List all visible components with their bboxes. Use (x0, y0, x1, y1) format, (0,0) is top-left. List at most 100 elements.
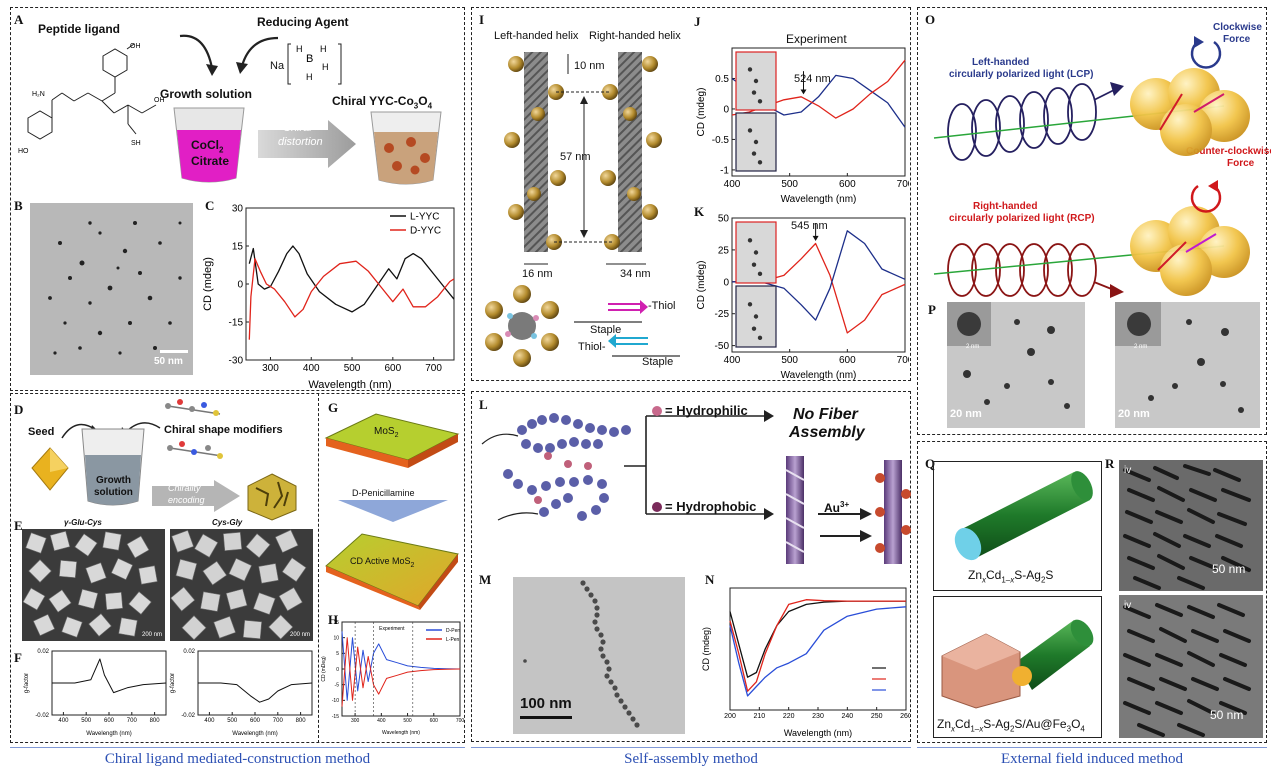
x-tick-label: 700 (127, 718, 138, 724)
inset-scale-p-left: 2 nm (966, 344, 980, 350)
y-tick-label: -0.5 (712, 135, 730, 146)
assembly-label: Assembly (789, 424, 865, 441)
seed-octahedron (31, 447, 69, 491)
inset-particle (757, 271, 763, 277)
scale-label-r-bottom: 50 nm (1210, 708, 1244, 722)
y-tick-label: -5 (335, 682, 340, 688)
panel-label-n: N (705, 572, 715, 587)
x-tick-label: 300 (262, 363, 279, 374)
legend-label: L-YYC (410, 212, 439, 223)
y-axis-label: CD (mDeg) (321, 656, 327, 682)
series-line-2 (248, 258, 455, 340)
growth-beaker-d (81, 428, 145, 506)
peak-label-k: 545 nm (791, 220, 828, 232)
experiment-label-h: Experiment (379, 626, 405, 632)
box-abc (10, 7, 465, 391)
distortion-arrow (258, 120, 356, 168)
panel-label-b: B (14, 198, 23, 213)
x-tick-label: 600 (839, 355, 856, 366)
y-tick-label: 50 (718, 214, 730, 225)
panel-label-e: E (14, 518, 23, 533)
x-axis-label: Wavelength (nm) (308, 379, 391, 390)
x-tick-label: 220 (783, 713, 795, 720)
rcp-label-1: Right-handed (973, 201, 1038, 212)
g-arrow (338, 500, 448, 522)
chirality-label: Chirality (168, 483, 201, 493)
inset-particle (753, 314, 759, 319)
x-tick-label: 700 (456, 718, 464, 724)
staple-label-2: Staple (642, 356, 674, 368)
svg-text:HO: HO (18, 148, 29, 155)
y-tick-label: -0.02 (35, 713, 49, 719)
x-axis-label: Wavelength (nm) (232, 731, 277, 737)
y-axis-label: CD (mdeg) (696, 261, 707, 310)
dim-10nm: 10 nm (574, 60, 605, 72)
svg-text:SH: SH (131, 140, 141, 147)
caption-middle: Self-assembly method (624, 751, 758, 767)
y-tick-label: 10 (333, 635, 339, 641)
x-axis-label: Wavelength (nm) (781, 370, 857, 380)
panel-label-q: Q (925, 456, 936, 471)
chiral-label: Chiral (283, 122, 312, 134)
distortion-label: distortion (278, 136, 323, 148)
tem-image-b (30, 203, 193, 375)
panel-label-k: K (694, 204, 705, 219)
legend-dots-l (652, 406, 662, 512)
cd-active-label: CD Active MoS2 (350, 556, 415, 569)
reducing-agent-title: Reducing Agent (257, 15, 349, 29)
experiment-title-j: Experiment (786, 32, 847, 46)
x-tick-label: 260 (900, 713, 910, 720)
x-tick-label: 400 (303, 363, 320, 374)
inset-particle (757, 335, 763, 341)
series-line-1 (248, 245, 455, 313)
y-tick-label: 15 (333, 620, 339, 626)
series-line-2 (729, 599, 906, 692)
q-box-bottom (933, 596, 1102, 738)
inset-particle (751, 90, 757, 95)
helix-fiber (785, 456, 911, 564)
dim-57nm: 57 nm (560, 151, 591, 163)
tem-rods-r-top (1123, 464, 1251, 590)
x-tick-label: 250 (871, 713, 883, 720)
chart-k: 400 500 600 700 -50 -25 0 25 50 Wavelength (nm) CD… (696, 214, 909, 381)
scale-label-r-top: 50 nm (1212, 562, 1246, 576)
chart-f-right: 400 500 600 700 800 -0.02 0.02 Wavelength (nm) g… (170, 649, 313, 737)
x-tick-label: 230 (812, 713, 824, 720)
caption-right: External field induced method (1000, 751, 1184, 767)
series-line-1 (341, 631, 461, 701)
polarized-light-diagram (933, 36, 1250, 298)
legend-label: D-YYC (410, 226, 441, 237)
tem-rods-r-bottom (1123, 603, 1251, 737)
y-tick-label: -25 (715, 309, 730, 320)
y-axis-label: g-factor (170, 673, 176, 693)
scale-label-e-left: 200 nm (142, 632, 163, 638)
inset-particle (747, 238, 753, 243)
panel-label-g: G (328, 400, 339, 415)
nanorod-bottom (941, 619, 1094, 709)
y-tick-label: -15 (332, 714, 339, 720)
x-axis-label: Wavelength (nm) (86, 731, 131, 737)
cd-active-sheet (325, 533, 459, 610)
dna-topview (485, 285, 559, 367)
tem-image-p-left (947, 302, 1085, 428)
box-qr (917, 441, 1267, 743)
inset-particle (747, 67, 753, 72)
inset-particle (753, 78, 759, 84)
iv-label-top: iv (1124, 465, 1132, 476)
svg-text:OH: OH (154, 97, 165, 104)
chiral-nanoparticle (247, 473, 297, 521)
inset-particle (751, 151, 757, 156)
right-helix-label: Right-handed helix (589, 30, 681, 42)
x-tick-label: 700 (897, 355, 909, 366)
y-tick-label: 15 (232, 242, 244, 253)
x-tick-label: 700 (425, 363, 442, 374)
peptide-ligand-title: Peptide ligand (38, 22, 121, 36)
sem-particles-left (22, 530, 158, 638)
x-tick-label: 400 (204, 718, 215, 724)
panel-label-m: M (479, 572, 492, 587)
rod-label-1: ZnxCd1–xS-Ag2S (968, 568, 1054, 585)
inset-particle (753, 250, 759, 255)
plot-frame (731, 47, 906, 177)
svg-text:H₂N: H₂N (32, 91, 45, 98)
